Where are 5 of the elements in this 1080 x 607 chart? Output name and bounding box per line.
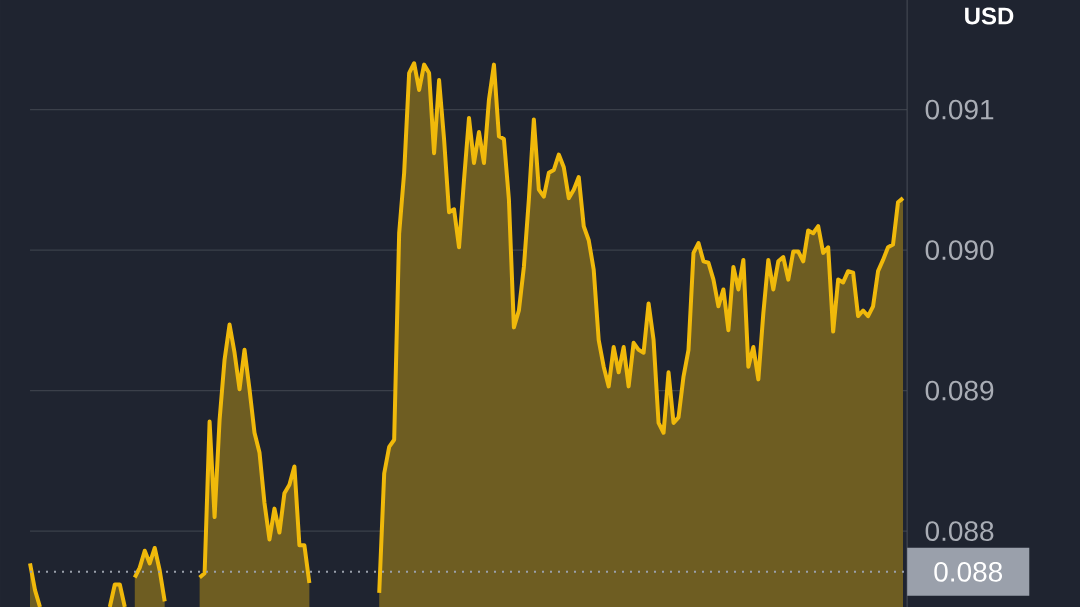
y-tick-label: 0.088 bbox=[925, 521, 994, 542]
y-tick-label: 0.089 bbox=[925, 380, 994, 401]
y-tick-label: 0.090 bbox=[925, 240, 994, 260]
y-tick-label: 0.091 bbox=[925, 99, 994, 120]
y-axis-title: USD bbox=[965, 7, 1014, 25]
